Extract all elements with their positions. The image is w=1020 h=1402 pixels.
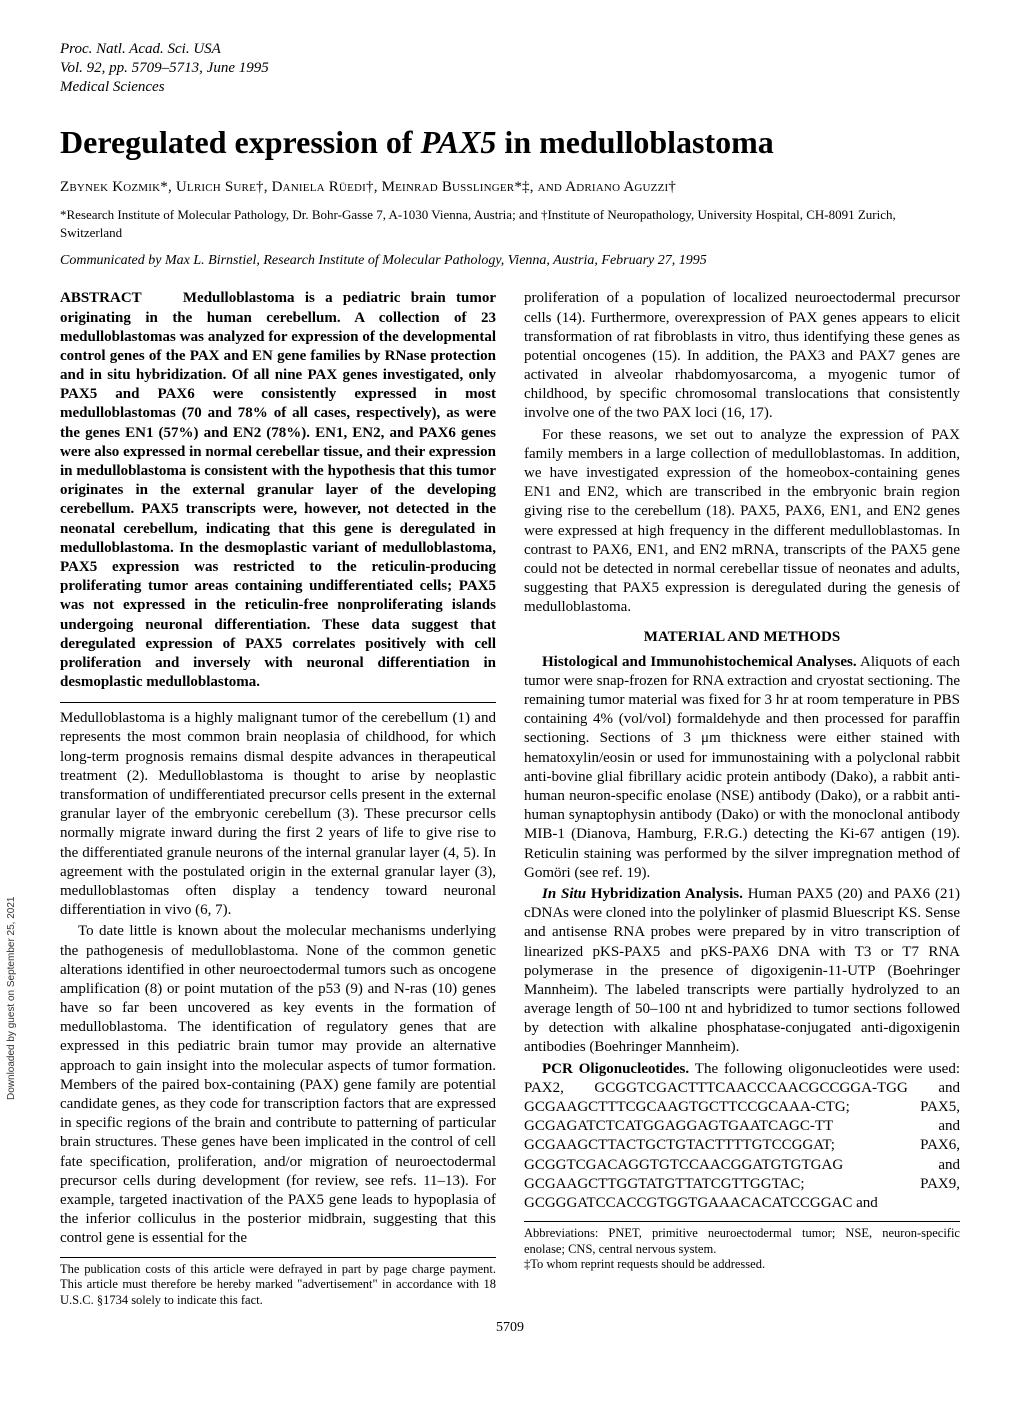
title-suffix: in medulloblastoma: [496, 124, 773, 160]
col2-paragraph-2: For these reasons, we set out to analyze…: [524, 426, 960, 618]
mm-ish-runhead-ital: In Situ: [542, 886, 586, 902]
title-prefix: Deregulated expression of: [60, 124, 421, 160]
download-side-note: Downloaded by guest on September 25, 202…: [6, 897, 17, 1100]
mm-histological: Histological and Immunohistochemical Ana…: [524, 653, 960, 883]
mm-pcr-body: The following oligonucleotides were used…: [524, 1061, 960, 1211]
body-columns: ABSTRACT Medulloblastoma is a pediatric …: [60, 289, 960, 1308]
mm-pcr-runhead: PCR Oligonucleotides.: [542, 1061, 689, 1077]
affiliations: *Research Institute of Molecular Patholo…: [60, 206, 960, 241]
mm-insitu: In Situ Hybridization Analysis. Human PA…: [524, 885, 960, 1058]
correspondence-footnote: ‡To whom reprint requests should be addr…: [524, 1257, 960, 1273]
abstract-label: ABSTRACT: [60, 290, 142, 306]
page-root: Proc. Natl. Acad. Sci. USA Vol. 92, pp. …: [0, 0, 1020, 1366]
masthead: Proc. Natl. Acad. Sci. USA Vol. 92, pp. …: [60, 40, 960, 96]
title-italic-gene: PAX5: [421, 124, 497, 160]
masthead-section: Medical Sciences: [60, 78, 960, 97]
abstract-text: Medulloblastoma is a pediatric brain tum…: [60, 290, 496, 690]
abstract-rule: [60, 702, 496, 703]
page-number: 5709: [60, 1320, 960, 1336]
abbreviations-footnote: Abbreviations: PNET, primitive neuroecto…: [524, 1226, 960, 1257]
left-footnote-text: The publication costs of this article we…: [60, 1262, 496, 1307]
masthead-volume: Vol. 92, pp. 5709–5713, June 1995: [60, 59, 960, 78]
intro-paragraph-2: To date little is known about the molecu…: [60, 922, 496, 1248]
left-footnote-rule: [60, 1257, 496, 1258]
col2-paragraph-1: proliferation of a population of localiz…: [524, 289, 960, 423]
mm-pcr: PCR Oligonucleotides. The following olig…: [524, 1060, 960, 1214]
masthead-journal: Proc. Natl. Acad. Sci. USA: [60, 40, 960, 59]
section-heading-material-methods: MATERIAL AND METHODS: [524, 628, 960, 647]
communicated-by: Communicated by Max L. Birnstiel, Resear…: [60, 253, 960, 269]
mm-ish-body: Human PAX5 (20) and PAX6 (21) cDNAs were…: [524, 886, 960, 1056]
author-line: Zbynek Kozmik*, Ulrich Sure†, Daniela Rü…: [60, 179, 960, 196]
left-footnote: The publication costs of this article we…: [60, 1257, 496, 1309]
article-title: Deregulated expression of PAX5 in medull…: [60, 124, 960, 161]
mm-hist-body: Aliquots of each tumor were snap-frozen …: [524, 654, 960, 881]
mm-hist-runhead: Histological and Immunohistochemical Ana…: [542, 654, 857, 670]
mm-ish-runhead: Hybridization Analysis.: [586, 886, 743, 902]
right-footnote: Abbreviations: PNET, primitive neuroecto…: [524, 1221, 960, 1273]
right-footnote-rule: [524, 1221, 960, 1222]
intro-paragraph-1: Medulloblastoma is a highly malignant tu…: [60, 709, 496, 920]
abstract: ABSTRACT Medulloblastoma is a pediatric …: [60, 289, 496, 692]
